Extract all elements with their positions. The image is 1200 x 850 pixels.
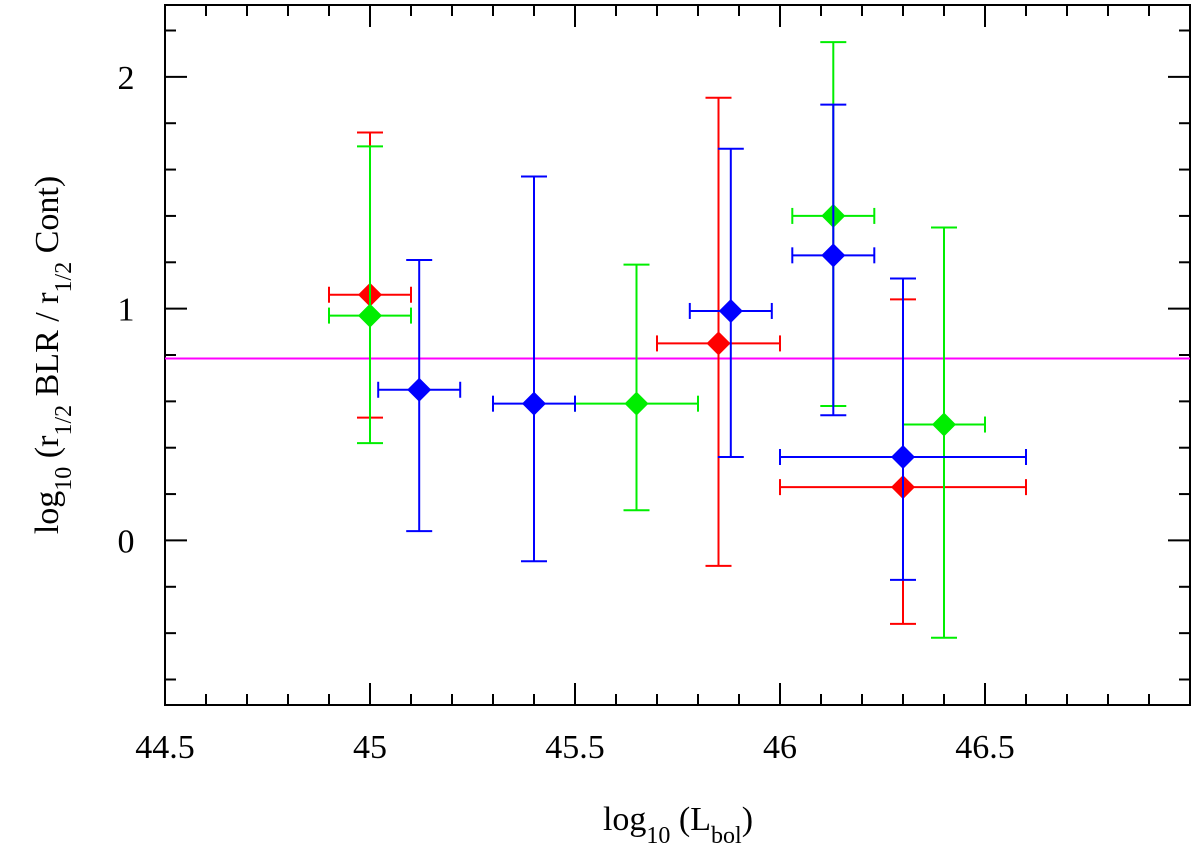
x-axis-label-part: (L [670,801,711,838]
x-tick-label: 46 [763,729,797,766]
y-axis-label-part: (r [29,435,66,467]
x-tick-label: 45.5 [545,729,605,766]
x-tick-label: 46.5 [955,729,1015,766]
x-axis-label-part: ) [742,801,753,838]
point [891,444,915,469]
y-tick-label: 2 [118,60,135,97]
y-axis-label-part: BLR / r [29,292,66,405]
x-axis-label-part: log [603,801,646,838]
plot-frame [164,4,1191,706]
point [624,391,649,416]
point [718,298,743,323]
y-axis-label-part: log [29,491,66,534]
y-tick-label: 0 [118,523,135,560]
y-tick-label: 1 [118,292,135,329]
x-axis-label: log10 (Lbol) [603,801,753,845]
x-tick-label: 45 [353,729,387,766]
y-axis-label-part: 10 [51,467,77,491]
x-axis-label-part: 10 [646,823,670,845]
point [821,243,846,268]
point [358,303,382,328]
point [932,412,956,437]
y-axis-label-part: 1/2 [51,262,77,293]
x-axis-label-part: bol [711,823,742,845]
point [522,391,546,416]
y-axis-label-part: 1/2 [51,405,77,436]
y-axis-label-part: Cont) [29,176,66,262]
point [706,331,731,356]
x-tick-label: 44.5 [135,729,195,766]
y-axis-label: log10 (r1/2 BLR / r1/2 Cont) [29,176,77,534]
point [407,377,432,402]
